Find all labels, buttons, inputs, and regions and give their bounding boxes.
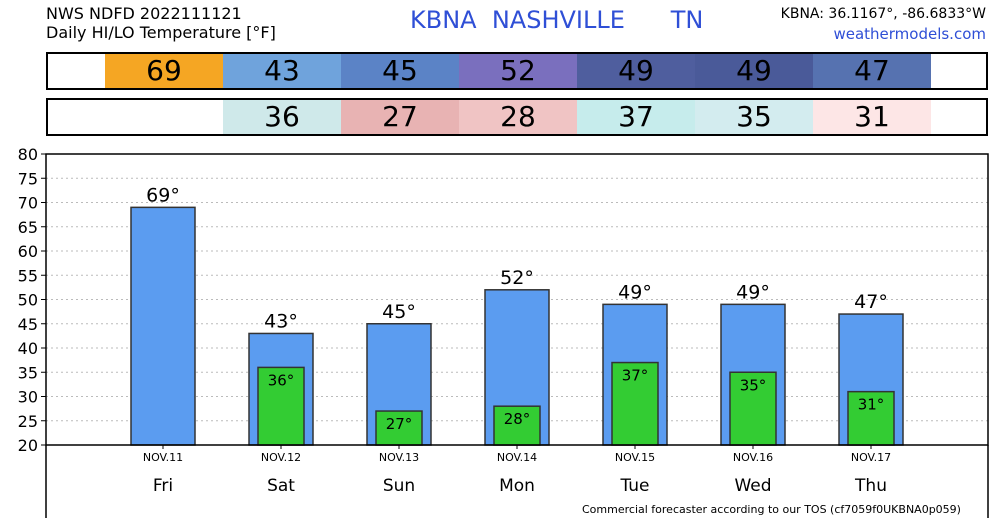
x-date-label: NOV.12 [261, 451, 301, 464]
station-state: TN [670, 6, 704, 34]
station-name: NASHVILLE [491, 6, 625, 34]
lo-temp-strip: 36 27 28 37 35 31 [46, 98, 988, 136]
hi-bar-label: 52° [500, 267, 534, 289]
x-day-label: Mon [499, 476, 535, 496]
lo-temp-cell: 31 [813, 100, 931, 134]
hi-bar-label: 45° [382, 301, 416, 323]
footer-note: Commercial forecaster according to our T… [582, 503, 961, 516]
station-coords: KBNA: 36.1167°, -86.6833°W [780, 6, 986, 22]
hi-temp-cell: 49 [577, 54, 695, 88]
y-tick-label: 45 [18, 315, 38, 334]
hi-temp-cell: 45 [341, 54, 459, 88]
lo-temp-cell: 27 [341, 100, 459, 134]
hi-temp-cell: 52 [459, 54, 577, 88]
x-day-label: Tue [619, 476, 649, 496]
lo-temp-cell: 37 [577, 100, 695, 134]
lo-bar [611, 361, 659, 446]
hi-bar-label: 69° [146, 184, 180, 206]
x-day-label: Thu [854, 476, 887, 496]
hi-temp-cell: 47 [813, 54, 931, 88]
y-tick-label: 25 [18, 412, 38, 431]
site-link[interactable]: weathermodels.com [833, 25, 986, 43]
lo-bar-label: 36° [268, 371, 295, 389]
lo-temp-cell [105, 100, 223, 134]
x-date-label: NOV.15 [615, 451, 655, 464]
x-day-label: Wed [734, 476, 771, 496]
y-tick-label: 70 [18, 194, 38, 213]
y-tick-label: 60 [18, 242, 38, 261]
lo-bar-label: 35° [740, 376, 767, 394]
x-day-label: Sun [383, 476, 415, 496]
y-tick-label: 35 [18, 363, 38, 382]
y-tick-label: 50 [18, 291, 38, 310]
lo-bar [257, 366, 305, 446]
plot-frame [45, 153, 989, 446]
hi-bar-label: 43° [264, 310, 298, 332]
y-tick-label: 55 [18, 266, 38, 285]
station-title: KBNA NASHVILLE TN [410, 6, 703, 34]
lo-temp-cell: 36 [223, 100, 341, 134]
lo-temp-cell: 28 [459, 100, 577, 134]
station-code: KBNA [410, 6, 477, 34]
hi-temp-cell: 49 [695, 54, 813, 88]
model-run-label: NWS NDFD 2022111121 [46, 4, 242, 23]
lo-bar-label: 27° [386, 415, 413, 433]
y-tick-label: 30 [18, 388, 38, 407]
y-tick-label: 80 [18, 145, 38, 164]
hi-temp-strip: 69 43 45 52 49 49 47 [46, 52, 988, 90]
product-label: Daily HI/LO Temperature [°F] [46, 23, 276, 42]
hi-bar [130, 206, 196, 446]
header-right: KBNA: 36.1167°, -86.6833°W weathermodels… [781, 4, 986, 44]
y-tick-label: 20 [18, 436, 38, 455]
hi-temp-cell: 69 [105, 54, 223, 88]
x-date-label: NOV.16 [733, 451, 773, 464]
x-day-label: Fri [153, 476, 173, 496]
lo-bar [847, 390, 895, 446]
x-day-label: Sat [267, 476, 295, 496]
y-tick-label: 65 [18, 218, 38, 237]
hi-bar-label: 49° [618, 281, 652, 303]
hi-bar-label: 47° [854, 291, 888, 313]
x-date-label: NOV.13 [379, 451, 419, 464]
lo-bar-label: 28° [504, 410, 531, 428]
hi-bar-label: 49° [736, 281, 770, 303]
hi-temp-cell: 43 [223, 54, 341, 88]
x-date-label: NOV.14 [497, 451, 537, 464]
y-tick-label: 75 [18, 169, 38, 188]
header-left: NWS NDFD 2022111121 Daily HI/LO Temperat… [46, 4, 276, 42]
lo-bar-label: 37° [622, 367, 649, 385]
x-date-label: NOV.17 [851, 451, 891, 464]
lo-bar-label: 31° [858, 396, 885, 414]
y-tick-label: 40 [18, 339, 38, 358]
x-date-label: NOV.11 [143, 451, 183, 464]
lo-temp-cell: 35 [695, 100, 813, 134]
